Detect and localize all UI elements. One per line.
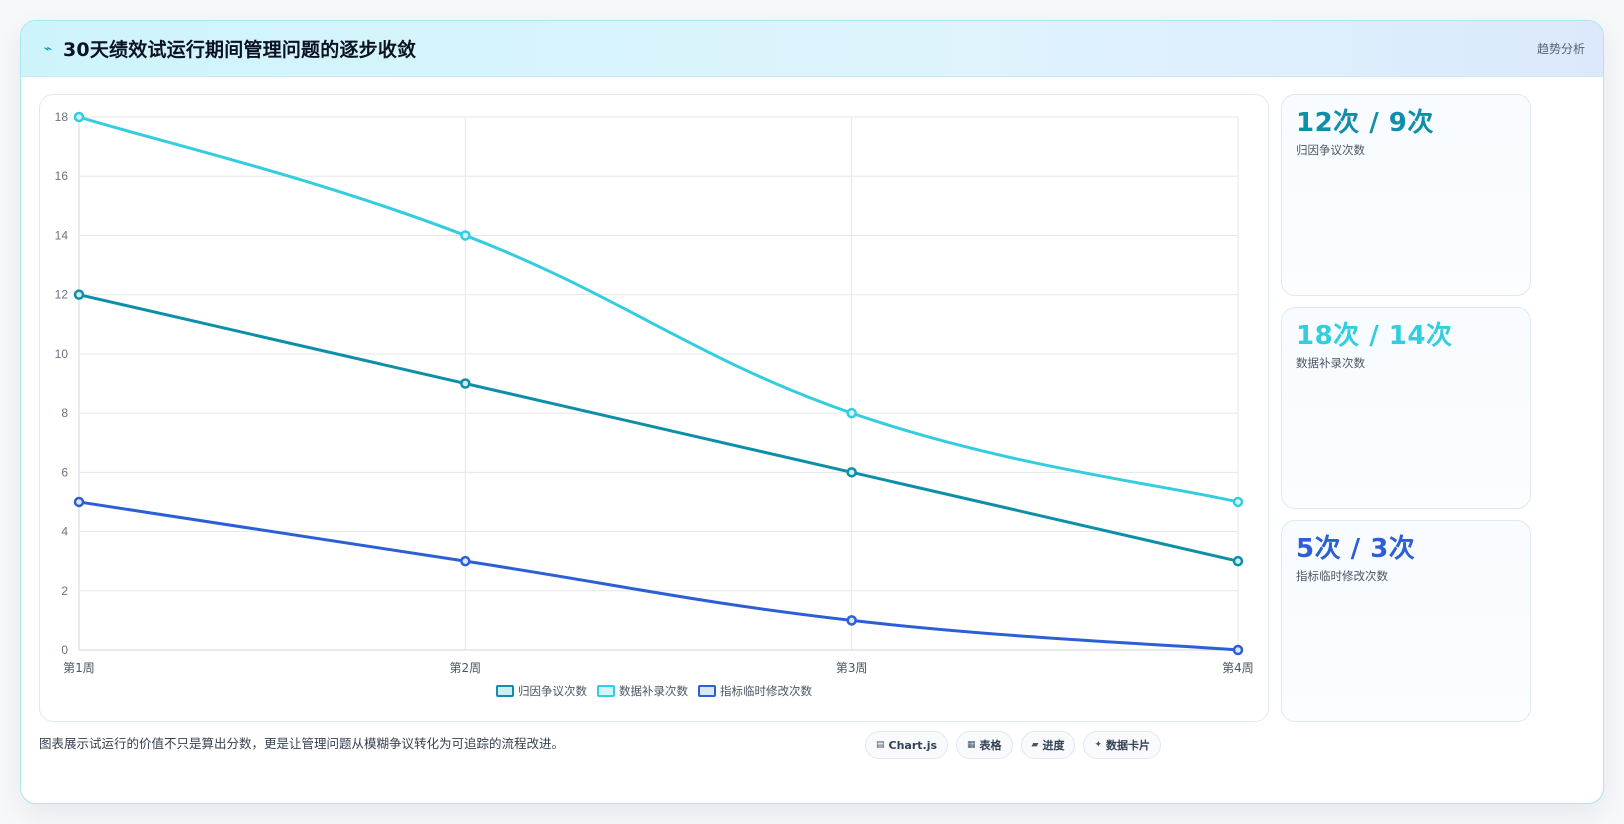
- pill-label: 表格: [979, 739, 1002, 752]
- tech-pill[interactable]: ✦ 数据卡片: [1083, 731, 1162, 759]
- legend-swatch: [496, 685, 514, 697]
- y-tick-label: 14: [55, 228, 69, 242]
- data-point: [1232, 555, 1244, 567]
- legend-label: 归因争议次数: [518, 684, 587, 698]
- legend-item[interactable]: 指标临时修改次数: [698, 683, 812, 699]
- header-left: ⌁ 30天绩效试运行期间管理问题的逐步收敛: [41, 35, 416, 62]
- stat-label: 指标临时修改次数: [1296, 569, 1388, 583]
- x-tick-label: 第4周: [1222, 661, 1254, 675]
- page-title: 30天绩效试运行期间管理问题的逐步收敛: [63, 39, 417, 61]
- y-tick-label: 4: [61, 525, 68, 539]
- legend-item[interactable]: 归因争议次数: [496, 683, 587, 699]
- x-tick-label: 第3周: [836, 661, 868, 675]
- header-tag: 趋势分析: [1536, 42, 1585, 56]
- stat-value: 5次 / 3次: [1296, 534, 1416, 564]
- tech-pill[interactable]: ▤ Chart.js: [865, 731, 949, 759]
- legend-item[interactable]: 数据补录次数: [597, 683, 688, 699]
- stat-label: 数据补录次数: [1296, 356, 1365, 370]
- lightning-icon: ⌁: [43, 40, 53, 57]
- y-tick-label: 18: [55, 110, 69, 124]
- data-point: [1232, 644, 1244, 656]
- stat-card: 18次 / 14次数据补录次数: [1281, 307, 1531, 509]
- data-point: [846, 407, 857, 419]
- pill-label: Chart.js: [888, 738, 938, 752]
- chart-icon: ▤: [876, 740, 885, 750]
- trend-card: ⌁ 30天绩效试运行期间管理问题的逐步收敛 趋势分析 0 2 4 6 8 10 12 14 16…: [20, 20, 1604, 804]
- series-line: [77, 115, 1240, 504]
- card-header: ⌁ 30天绩效试运行期间管理问题的逐步收敛 趋势分析: [21, 21, 1603, 77]
- x-tick-label: 第2周: [450, 661, 482, 675]
- legend-swatch: [597, 685, 615, 697]
- data-point: [460, 378, 471, 389]
- tech-pills: ▤ Chart.js ▦ 表格 ▰ 进度 ✦ 数据卡片: [865, 731, 1162, 759]
- footer-note: 图表展示试运行的价值不只是算出分数，更是让管理问题从模糊争议转化为可追踪的流程改…: [39, 736, 565, 751]
- series-line: [77, 293, 1240, 563]
- tech-pill[interactable]: ▦ 表格: [956, 731, 1013, 759]
- stat-value: 18次 / 14次: [1296, 321, 1453, 351]
- x-tick-label: 第1周: [63, 661, 95, 675]
- y-tick-label: 10: [55, 347, 69, 361]
- progress-icon: ▰: [1031, 740, 1039, 750]
- chart-legend: 归因争议次数 数据补录次数 指标临时修改次数: [40, 683, 1268, 699]
- table-icon: ▦: [967, 740, 976, 750]
- stat-value: 12次 / 9次: [1296, 108, 1434, 138]
- stat-card: 5次 / 3次指标临时修改次数: [1281, 520, 1531, 722]
- stat-label: 归因争议次数: [1296, 143, 1365, 157]
- legend-label: 指标临时修改次数: [720, 684, 812, 698]
- data-point: [73, 111, 85, 123]
- stat-card: 12次 / 9次归因争议次数: [1281, 94, 1531, 296]
- y-tick-label: 2: [61, 584, 68, 598]
- pill-label: 数据卡片: [1106, 739, 1151, 752]
- pill-label: 进度: [1042, 739, 1065, 752]
- data-point: [846, 615, 857, 626]
- data-point: [460, 555, 471, 567]
- data-point: [73, 289, 85, 300]
- data-point: [73, 496, 85, 508]
- y-tick-label: 6: [61, 465, 68, 479]
- y-tick-label: 8: [61, 406, 68, 420]
- y-tick-label: 16: [55, 169, 69, 183]
- chart-container: 0 2 4 6 8 10 12 14 16 18 第1周 第2周 第3周 第4周 归因争议次数 数据补录次数…: [39, 94, 1269, 722]
- data-point: [1232, 496, 1244, 508]
- data-point: [846, 467, 857, 478]
- data-point: [460, 230, 471, 241]
- legend-swatch: [698, 685, 716, 697]
- line-chart: 0 2 4 6 8 10 12 14 16 18 第1周 第2周 第3周 第4周: [55, 110, 1254, 675]
- legend-label: 数据补录次数: [619, 684, 688, 698]
- tech-pill[interactable]: ▰ 进度: [1020, 731, 1076, 759]
- card-icon: ✦: [1094, 740, 1103, 750]
- y-tick-label: 12: [55, 288, 69, 302]
- y-tick-label: 0: [61, 643, 68, 657]
- series-line: [77, 500, 1240, 652]
